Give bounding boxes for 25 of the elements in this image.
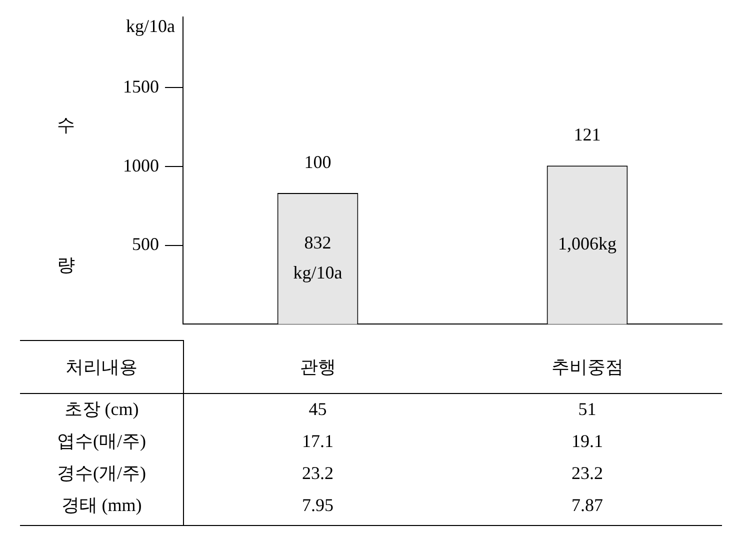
- x-tick-label: 추비중점: [550, 356, 624, 379]
- annotation: 100: [304, 152, 332, 172]
- text: 23.2: [301, 462, 334, 484]
- text: 23.2: [570, 462, 604, 484]
- text: 초장 (cm): [63, 398, 140, 421]
- y-axis-title: kg/10a: [126, 16, 175, 36]
- text: 량: [57, 255, 75, 275]
- text: 17.1: [301, 430, 334, 452]
- text: 7.87: [570, 494, 604, 516]
- text: 경수(개/주): [56, 462, 147, 485]
- y-tick-label: 500: [132, 234, 159, 254]
- text: 수: [57, 115, 75, 135]
- x-tick-label: 관행: [298, 356, 337, 379]
- text: 경태 (mm): [60, 494, 143, 517]
- text: 엽수(매/주): [56, 430, 147, 453]
- text: 19.1: [570, 430, 604, 452]
- annotation: 121: [574, 124, 601, 144]
- text: 51: [577, 398, 598, 420]
- data-label: 1,006kg: [558, 234, 616, 254]
- y-tick-label: 1000: [123, 155, 159, 176]
- text: 45: [308, 398, 328, 420]
- text: 7.95: [301, 494, 334, 516]
- x-axis-title: 처리내용: [64, 356, 138, 379]
- data-label: 832 kg/10a: [293, 232, 342, 282]
- y-tick-label: 1500: [123, 76, 159, 96]
